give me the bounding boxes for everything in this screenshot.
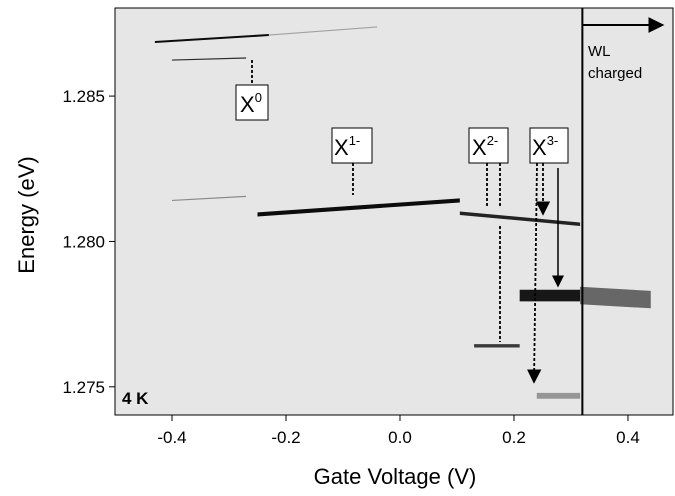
x-tick-label: 0.4 [616, 428, 640, 447]
annotation-box [235, 84, 269, 121]
annotation: X1- [334, 133, 360, 160]
x-tick-label: -0.2 [271, 428, 300, 447]
emission-line [459, 211, 581, 227]
y-tick-label: 1.275 [62, 378, 105, 397]
annotation: X3- [532, 133, 558, 160]
annotation-box [331, 127, 373, 164]
emission-line [536, 392, 581, 399]
wl-label: charged [588, 65, 642, 82]
emission-line [154, 34, 269, 44]
annotation-box [529, 127, 569, 164]
emission-line [257, 198, 460, 217]
x-axis-label: Gate Voltage (V) [314, 464, 477, 489]
y-tick-label: 1.280 [62, 232, 105, 251]
annotation-box [468, 127, 509, 164]
temperature-label: 4 K [122, 389, 149, 408]
x-tick-label: -0.4 [157, 428, 186, 447]
emission-line [580, 286, 651, 309]
plot-background [115, 8, 673, 415]
x-tick-label: 0.0 [388, 428, 412, 447]
annotation: X2- [472, 133, 498, 160]
emission-line [474, 344, 520, 348]
emission-line [171, 57, 247, 61]
annotation: X0 [240, 90, 262, 117]
emission-line [519, 289, 581, 302]
y-axis-label: Energy (eV) [14, 156, 39, 273]
y-tick-label: 1.285 [62, 87, 105, 106]
plot-frame [114, 7, 674, 416]
x-tick-label: 0.2 [502, 428, 526, 447]
emission-line [268, 26, 378, 36]
emission-line [171, 195, 247, 202]
wl-label: WL [588, 43, 611, 60]
annotation-arrow [526, 162, 542, 384]
